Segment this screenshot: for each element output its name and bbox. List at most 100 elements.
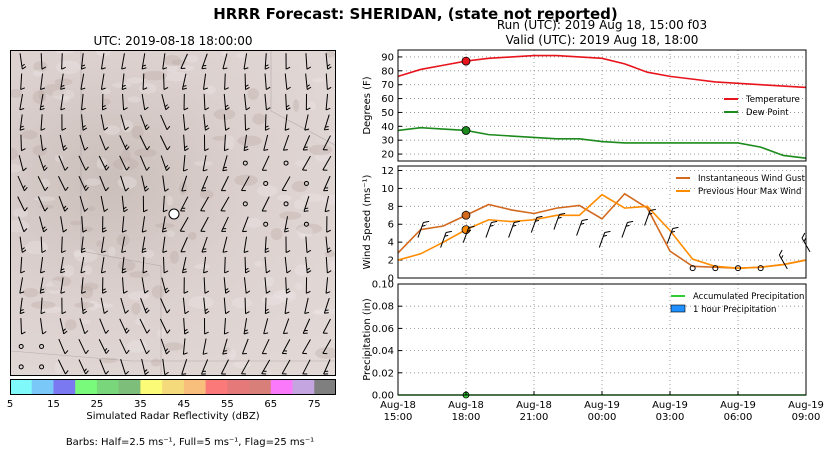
- terrain-shade: [121, 149, 131, 163]
- wind-barb: [57, 359, 69, 375]
- terrain-shade: [23, 287, 39, 298]
- wind-barb: [243, 93, 251, 111]
- wind-barb: [78, 155, 89, 171]
- wind-barb: [305, 236, 312, 253]
- wind-barb: [323, 175, 331, 192]
- wind-barb: [621, 220, 634, 238]
- wind-barb: [302, 339, 311, 355]
- wind-barb: [160, 338, 170, 355]
- wind-barb: [61, 236, 66, 254]
- x-tick-label: Aug-18: [380, 400, 416, 411]
- calm-wind-marker: [18, 343, 24, 349]
- wind-barb: [142, 256, 148, 274]
- wind-barb: [162, 53, 168, 70]
- wind-barb: [222, 53, 228, 70]
- wind-barb: [203, 297, 210, 315]
- wind-barb: [284, 297, 290, 315]
- wind-barb: [40, 236, 47, 253]
- x-tick-label: Aug-19: [584, 400, 620, 411]
- terrain-shade: [11, 164, 23, 173]
- terrain-shade: [51, 276, 72, 287]
- x-tick-label: Aug-19: [652, 400, 688, 411]
- terrain-shade: [313, 308, 335, 315]
- wind-barb: [119, 155, 130, 171]
- wind-barb: [59, 318, 68, 335]
- wind-barb: [162, 175, 169, 192]
- wind-barb: [202, 338, 208, 355]
- colorbar-tick-label: 25: [91, 399, 104, 410]
- wind-barb: [122, 277, 128, 294]
- wind-barb: [264, 114, 270, 131]
- wind-barb: [264, 93, 271, 111]
- terrain-shade: [279, 211, 302, 220]
- terrain-shade: [127, 291, 150, 301]
- wind-barb: [281, 359, 291, 375]
- wind-barb: [40, 256, 45, 274]
- wind-barb: [81, 93, 86, 111]
- wind-barb: [39, 93, 45, 111]
- wind-barb: [440, 230, 452, 248]
- wind-barb: [183, 93, 189, 111]
- terrain-shade: [127, 96, 141, 103]
- wind-barb: [183, 134, 189, 152]
- wind-barb: [102, 93, 107, 111]
- terrain-shade: [213, 108, 236, 120]
- wind-barb: [222, 338, 228, 355]
- wind-barb: [264, 236, 270, 254]
- terrain-shade: [166, 63, 178, 73]
- wind-barb: [102, 277, 107, 294]
- calm-wind-marker: [757, 265, 764, 272]
- terrain-shade: [312, 310, 327, 316]
- wind-barb: [19, 236, 27, 253]
- colorbar-swatch: [162, 379, 185, 395]
- colorbar-swatch: [270, 379, 294, 395]
- wind-barb: [200, 216, 209, 232]
- wind-barb: [140, 298, 150, 314]
- wind-barb: [281, 176, 291, 192]
- wind-barb: [60, 277, 66, 294]
- wind-barb: [201, 175, 209, 192]
- legend-label: Temperature: [745, 95, 800, 105]
- wind-barb: [121, 195, 128, 213]
- wind-barb: [17, 175, 28, 192]
- colorbar-tick-label: 5: [7, 399, 13, 410]
- wind-barb: [60, 256, 66, 274]
- wind-barb: [324, 195, 330, 213]
- terrain-shade: [64, 319, 77, 331]
- colorbar-swatch: [205, 379, 228, 395]
- wind-barb: [417, 220, 430, 238]
- terrain-shade: [164, 71, 188, 82]
- wind-barb: [120, 175, 130, 192]
- wind-barb: [284, 114, 290, 131]
- colorbar-swatch: [292, 379, 315, 395]
- wind-barb: [119, 318, 130, 334]
- wind-barb: [508, 220, 520, 238]
- y-tick-label: 20: [381, 150, 394, 161]
- valid-time-marker: [461, 210, 471, 220]
- wind-barb: [39, 277, 45, 294]
- wind-barb: [37, 196, 49, 212]
- colorbar-swatch: [227, 379, 250, 395]
- wind-barb: [223, 297, 230, 315]
- terrain-shade: [151, 285, 165, 299]
- colorbar-frame: [10, 379, 336, 395]
- calm-wind-marker: [689, 265, 696, 272]
- y-tick-label: 12: [381, 166, 394, 177]
- terrain-shade: [120, 120, 133, 133]
- county-line: [11, 350, 335, 362]
- calm-wind-marker: [283, 201, 289, 207]
- x-tick-label: Aug-18: [448, 400, 484, 411]
- y-tick-label: 0.04: [372, 346, 394, 357]
- terrain-shade: [62, 264, 75, 277]
- x-tick-label: 00:00: [588, 412, 617, 423]
- radar-map[interactable]: [10, 50, 336, 376]
- wind-barb: [58, 155, 69, 171]
- terrain-shade: [254, 260, 263, 267]
- wind-barb: [323, 297, 330, 314]
- wind-barb: [241, 216, 249, 233]
- county-line: [80, 51, 162, 375]
- barb-legend-note: Barbs: Half=2.5 ms⁻¹, Full=5 ms⁻¹, Flag=…: [65, 437, 315, 448]
- wind-barb: [40, 134, 47, 152]
- wind-barb: [40, 73, 45, 90]
- wind-barb: [553, 212, 566, 230]
